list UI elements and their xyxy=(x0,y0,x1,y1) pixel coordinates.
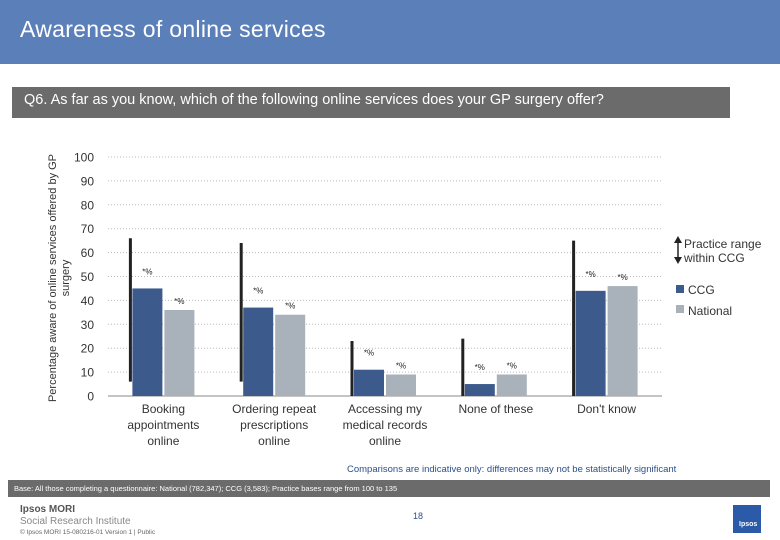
bar-label: *% xyxy=(364,349,374,358)
gridlines xyxy=(108,156,662,397)
legend-national-swatch xyxy=(676,305,684,313)
legend-national-label: National xyxy=(688,304,733,318)
ipsos-logo-icon: Ipsos xyxy=(733,505,761,533)
x-tick-label: online xyxy=(258,434,290,448)
y-tick-label: 30 xyxy=(81,318,95,332)
y-tick-label: 50 xyxy=(81,270,95,284)
question-text: Q6. As far as you know, which of the fol… xyxy=(24,92,604,108)
x-tick-label: online xyxy=(369,434,401,448)
bar-label: *% xyxy=(507,361,517,370)
bar-ccg xyxy=(464,384,495,396)
y-tick-labels: 0 10 20 30 40 50 60 70 80 90 100 xyxy=(74,151,94,404)
y-tick-label: 80 xyxy=(81,198,95,212)
base-bar xyxy=(8,480,770,497)
bar-label: *% xyxy=(585,270,595,279)
x-tick-label: online xyxy=(147,434,179,448)
page-title: Awareness of online services xyxy=(20,16,326,42)
y-tick-label: 20 xyxy=(81,342,95,356)
y-tick-label: 90 xyxy=(81,174,95,188)
y-tick-label: 70 xyxy=(81,222,95,236)
corner-logo-text: Ipsos xyxy=(739,521,758,528)
range-lines xyxy=(128,238,576,396)
x-tick-label: Accessing my xyxy=(348,402,422,416)
x-tick-label: Ordering repeat xyxy=(232,402,317,416)
bar-national xyxy=(275,314,306,396)
bar-labels: *% *% *% *% *% *% *% *% *% *% xyxy=(142,267,627,372)
y-tick-label: 10 xyxy=(81,366,95,380)
bar-national xyxy=(164,309,195,396)
logo-ipsos-mori: Ipsos MORI xyxy=(20,504,76,515)
bar-national xyxy=(386,374,416,396)
y-tick-label: 40 xyxy=(81,294,95,308)
x-tick-labels: Booking appointments online Ordering repeat… xyxy=(127,402,636,448)
bar-national xyxy=(496,374,527,396)
bar-ccg xyxy=(243,307,274,396)
bar-label: *% xyxy=(285,302,295,311)
question-bar xyxy=(12,87,730,118)
x-tick-label: prescriptions xyxy=(240,418,308,432)
bar-ccg xyxy=(575,290,606,396)
y-tick-label: 0 xyxy=(87,390,94,404)
logo-subtitle: Social Research Institute xyxy=(20,516,131,527)
x-tick-label: None of these xyxy=(458,402,533,416)
bar-label: *% xyxy=(142,267,152,276)
footnote: Comparisons are indicative only: differe… xyxy=(347,464,677,475)
header-bar xyxy=(0,0,780,64)
bar-label: *% xyxy=(396,361,406,370)
bar-label: *% xyxy=(174,297,184,306)
x-tick-label: appointments xyxy=(127,418,199,432)
legend-ccg-label: CCG xyxy=(688,283,715,297)
copyright: © Ipsos MORI 15-080216-01 Version 1 | Pu… xyxy=(20,529,156,536)
x-tick-label: Booking xyxy=(142,402,185,416)
legend-ccg-swatch xyxy=(676,285,684,293)
legend-range-label: Practice range within CCG xyxy=(684,237,762,265)
bar-label: *% xyxy=(617,273,627,282)
y-tick-label: 60 xyxy=(81,246,95,260)
y-tick-label: 100 xyxy=(74,151,94,165)
x-tick-label: medical records xyxy=(343,418,428,432)
bars xyxy=(132,286,638,396)
bar-label: *% xyxy=(475,363,485,372)
page-number: 18 xyxy=(413,511,424,521)
legend-range-arrow-up xyxy=(674,236,682,243)
bar-national xyxy=(607,286,638,396)
bar-label: *% xyxy=(253,287,263,296)
bar-ccg xyxy=(132,288,163,396)
base-text: Base: All those completing a questionnai… xyxy=(14,484,398,493)
x-tick-label: Don't know xyxy=(577,402,636,416)
legend-range-icon xyxy=(674,236,682,264)
bar-ccg xyxy=(354,369,384,396)
legend-range-arrow-down xyxy=(674,257,682,264)
